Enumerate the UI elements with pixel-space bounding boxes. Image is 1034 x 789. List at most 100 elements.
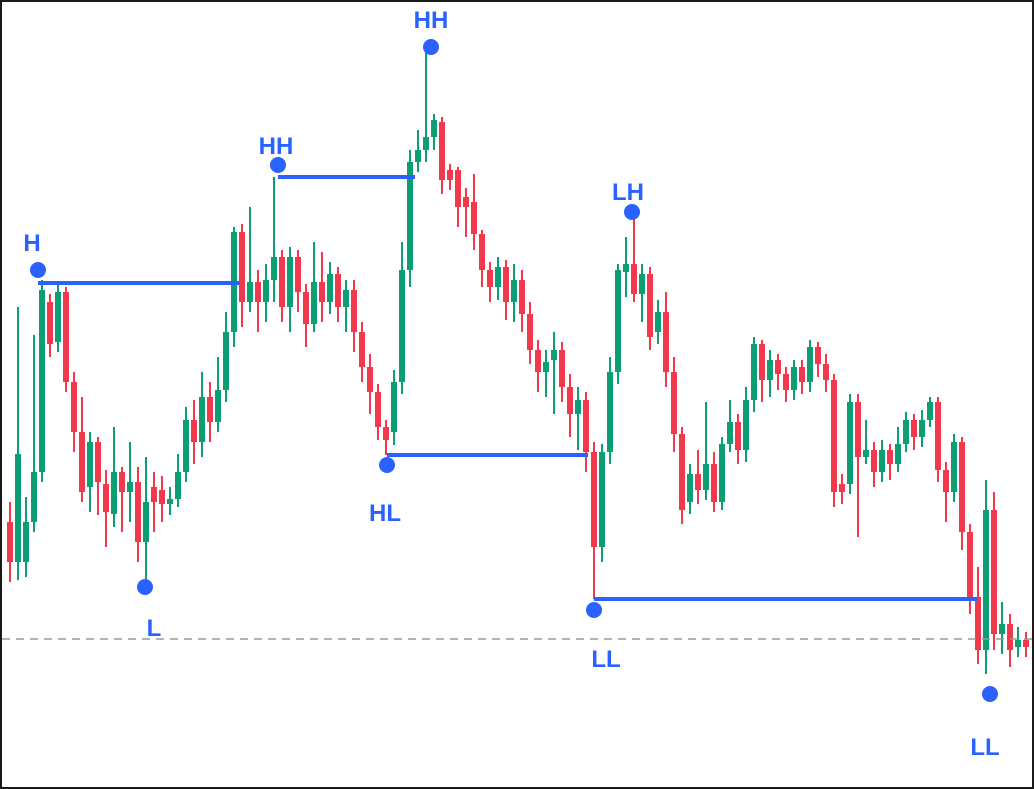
candle-wick (577, 387, 579, 450)
candle (95, 437, 101, 515)
candle (55, 282, 61, 352)
candle-body (1015, 640, 1021, 647)
candle (663, 292, 669, 387)
candle-body (135, 482, 141, 542)
candle-body (111, 472, 117, 514)
candle-body (407, 162, 413, 270)
candle-body (727, 422, 733, 444)
candle (887, 444, 893, 480)
candle-wick (633, 212, 635, 302)
marker-dot[interactable] (137, 579, 153, 595)
marker-dot[interactable] (379, 457, 395, 473)
candle-body (591, 452, 597, 547)
marker-dot[interactable] (30, 262, 46, 278)
candle (287, 247, 293, 332)
marker-dot[interactable] (982, 686, 998, 702)
candle (807, 340, 813, 392)
candle-body (439, 122, 445, 180)
candle (519, 270, 525, 332)
candle (903, 412, 909, 452)
candle (127, 442, 133, 522)
candle (87, 432, 93, 512)
structure-marker-hl-3[interactable]: HL (369, 457, 401, 527)
candle (103, 470, 109, 547)
candle (383, 420, 389, 455)
candle-body (495, 267, 501, 287)
candle (815, 342, 821, 377)
candle (351, 280, 357, 352)
candle-body (951, 442, 957, 492)
structure-marker-lh-5[interactable]: LH (612, 179, 644, 220)
candle (311, 242, 317, 332)
candle (751, 337, 757, 412)
candle-body (79, 432, 85, 492)
candle (143, 457, 149, 587)
candle (447, 164, 453, 190)
candle (935, 397, 941, 482)
marker-dot[interactable] (586, 602, 602, 618)
structure-marker-hh-4[interactable]: HH (414, 7, 449, 55)
candle (463, 188, 469, 237)
candle-body (31, 472, 37, 522)
candle-body (519, 280, 525, 314)
candle (871, 442, 877, 487)
candle-body (719, 444, 725, 502)
marker-dot[interactable] (270, 157, 286, 173)
candle-wick (553, 332, 555, 414)
candle (839, 474, 845, 504)
candle-body (751, 344, 757, 400)
candle-body (551, 350, 557, 360)
candle-body (359, 332, 365, 367)
candle (895, 427, 901, 472)
candle (407, 150, 413, 287)
candle (831, 374, 837, 507)
candle (647, 267, 653, 350)
structure-marker-hh-2[interactable]: HH (259, 133, 294, 173)
candle (215, 357, 221, 432)
candle-body (159, 490, 165, 504)
marker-label: H (23, 230, 40, 257)
structure-marker-h-0[interactable]: H (23, 230, 46, 278)
candle (983, 480, 989, 674)
candle (679, 427, 685, 524)
candle-body (471, 202, 477, 234)
candle (31, 335, 37, 532)
candle (559, 342, 565, 402)
candle (783, 367, 789, 402)
candle (223, 312, 229, 402)
candle-body (759, 344, 765, 380)
candle (951, 434, 957, 502)
candle (583, 392, 589, 472)
candle-body (47, 302, 53, 344)
candle-body (191, 420, 197, 442)
candle (655, 300, 661, 344)
structure-marker-ll-6[interactable]: LL (586, 602, 621, 673)
candle-body (743, 400, 749, 450)
candle-body (775, 360, 781, 374)
candle (607, 357, 613, 464)
candle (271, 177, 277, 302)
candle (183, 407, 189, 482)
candle-body (623, 264, 629, 272)
marker-dot[interactable] (423, 39, 439, 55)
candle (911, 414, 917, 450)
candle (423, 47, 429, 162)
structure-marker-ll-7[interactable]: LL (970, 686, 1000, 761)
marker-dot[interactable] (624, 204, 640, 220)
candle-body (919, 420, 925, 437)
candle (471, 174, 477, 250)
candle-body (7, 522, 13, 562)
candle-body (647, 274, 653, 337)
candle-body (895, 444, 901, 464)
structure-marker-l-1[interactable]: L (137, 579, 161, 642)
candle (71, 372, 77, 452)
candle (335, 267, 341, 322)
candle-body (815, 347, 821, 364)
candle-body (903, 420, 909, 444)
candle-body (303, 292, 309, 324)
candle (239, 224, 245, 327)
candle-body (95, 442, 101, 482)
